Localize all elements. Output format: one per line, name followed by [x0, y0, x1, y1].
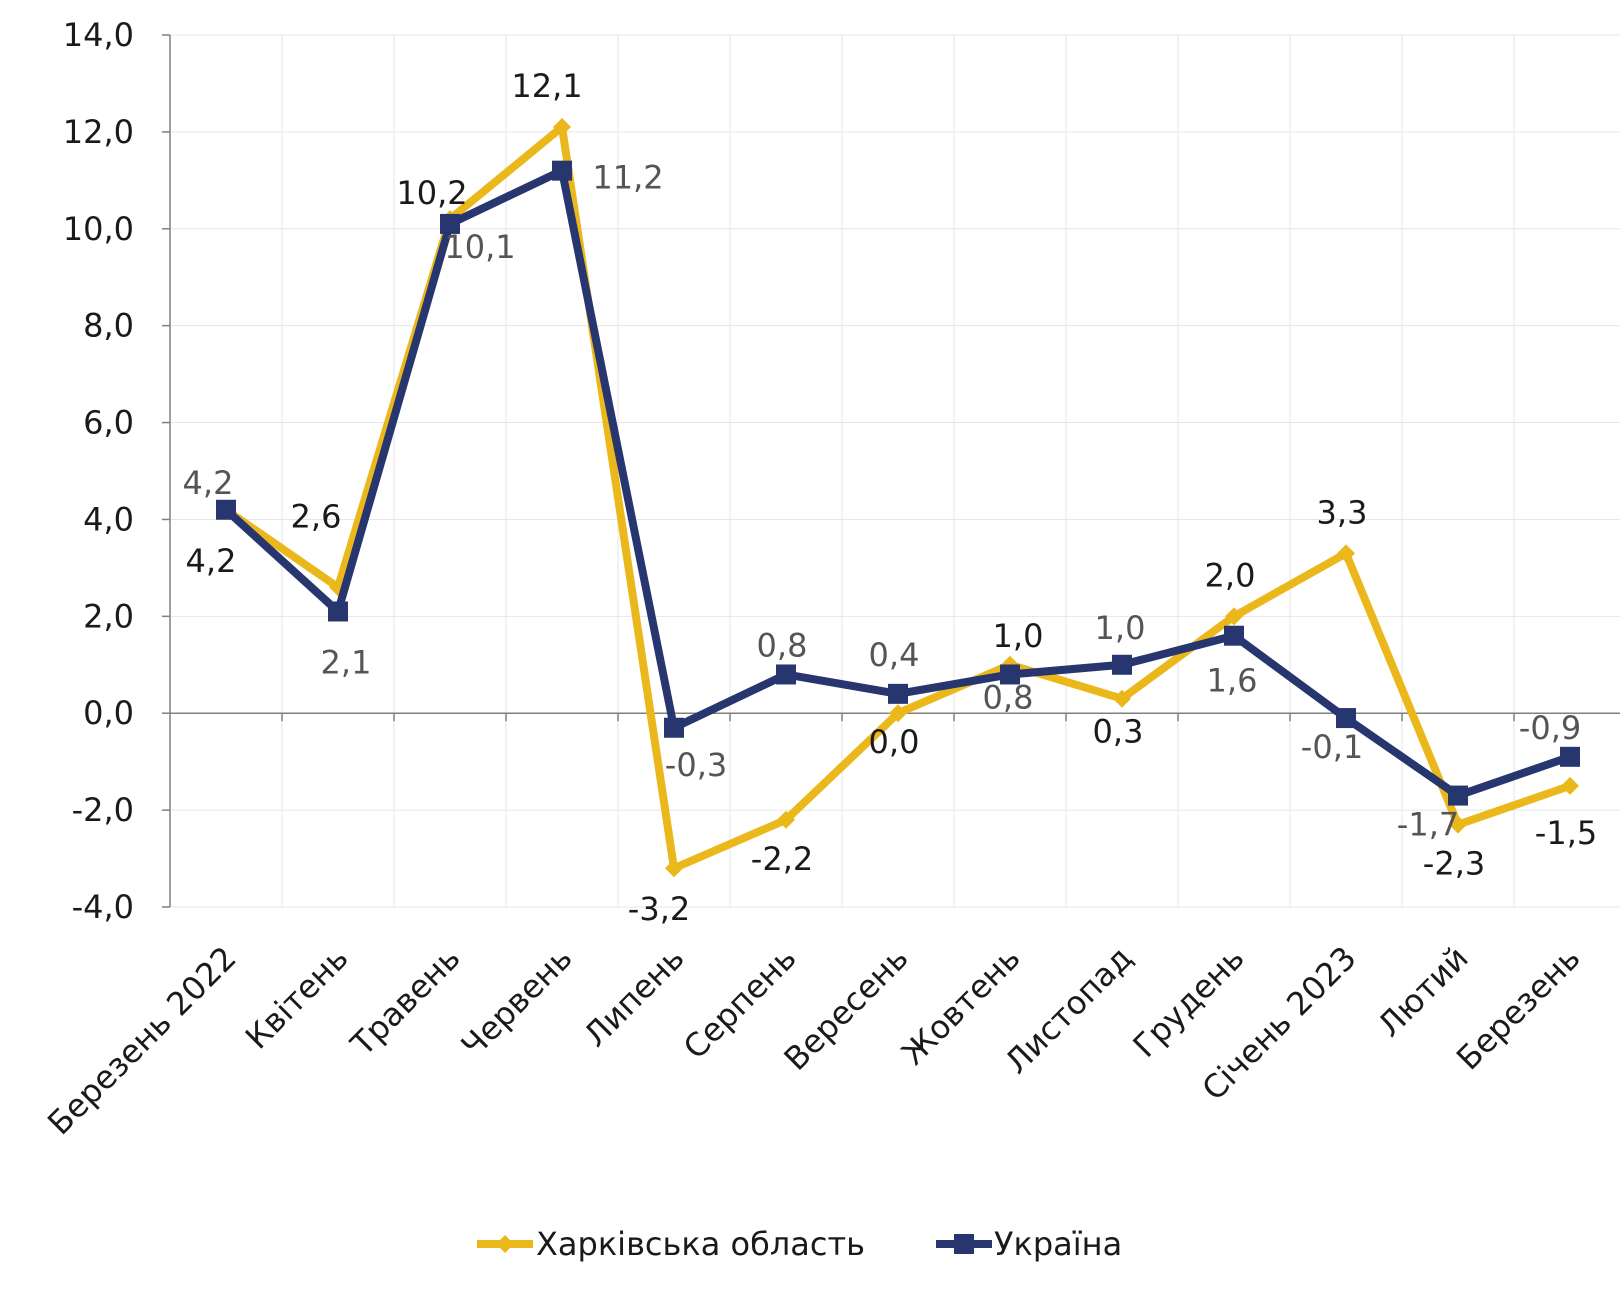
- data-point-marker: [553, 118, 571, 137]
- data-point-marker: [552, 160, 572, 181]
- data-label: 0,4: [869, 636, 920, 674]
- data-point-marker: [328, 601, 348, 622]
- x-tick-label: Березень: [1449, 939, 1588, 1078]
- data-label: 11,2: [592, 159, 663, 197]
- data-point-marker: [1224, 625, 1244, 646]
- axis-layer: -4,0 -2,0 0,0 2,0 4,0 6,0 8,0 10,0 12,0 14,0 Берез…: [40, 16, 1620, 1142]
- data-point-marker: [1448, 785, 1468, 806]
- y-tick-label: 12,0: [63, 113, 134, 151]
- data-point-marker: [1560, 746, 1580, 767]
- data-point-marker: [1561, 776, 1579, 795]
- legend: Харківська область Україна: [477, 1225, 1122, 1263]
- data-point-marker: [776, 664, 796, 685]
- series-layer: [216, 118, 1580, 878]
- data-label: 0,8: [983, 678, 1034, 716]
- data-label: -0,3: [665, 746, 727, 784]
- data-label: 3,3: [1317, 493, 1368, 531]
- data-label: 4,2: [186, 542, 237, 580]
- data-label: 10,2: [396, 174, 467, 212]
- data-label: 1,0: [1095, 609, 1146, 647]
- x-tick-label: Березень 2022: [40, 939, 243, 1142]
- data-label: 1,0: [993, 617, 1044, 655]
- data-label: 12,1: [511, 67, 582, 105]
- y-tick-label: 4,0: [83, 500, 134, 538]
- y-tick-label: 2,0: [83, 597, 134, 635]
- data-label: 10,1: [444, 228, 515, 266]
- data-point-marker: [889, 704, 907, 723]
- data-point-marker: [1449, 815, 1467, 834]
- data-label: 0,0: [869, 723, 920, 761]
- y-tick-label: 10,0: [63, 210, 134, 248]
- data-label: -1,7: [1397, 806, 1459, 844]
- data-label: 2,0: [1205, 556, 1256, 594]
- data-point-marker: [216, 499, 236, 520]
- data-label: 0,3: [1093, 713, 1144, 751]
- legend-label: Харківська область: [536, 1225, 865, 1263]
- y-tick-label: 6,0: [83, 404, 134, 442]
- x-tick-label: Червень: [454, 939, 580, 1065]
- data-point-marker: [777, 810, 795, 829]
- data-point-marker: [1225, 607, 1243, 626]
- x-tick-label: Лютий: [1370, 939, 1476, 1045]
- x-tick-label: Травень: [343, 939, 468, 1064]
- data-label: -0,1: [1301, 728, 1363, 766]
- data-point-marker: [1113, 689, 1131, 708]
- legend-marker-diamond: [496, 1235, 514, 1253]
- data-label: -2,3: [1423, 845, 1485, 883]
- data-label: -0,9: [1519, 709, 1581, 747]
- data-label: -3,2: [628, 890, 690, 928]
- legend-label: Україна: [994, 1225, 1122, 1263]
- data-label: -2,2: [751, 840, 813, 878]
- data-label: -1,5: [1535, 814, 1597, 852]
- data-point-marker: [664, 717, 684, 738]
- data-point-marker: [888, 683, 908, 704]
- data-point-marker: [1337, 544, 1355, 563]
- data-label: 2,1: [321, 643, 372, 681]
- data-label: 2,6: [291, 497, 342, 535]
- y-tick-label: 0,0: [83, 694, 134, 732]
- legend-marker-square: [954, 1234, 974, 1254]
- data-label: 1,6: [1207, 662, 1258, 700]
- data-point-marker: [1112, 654, 1132, 675]
- x-tick-label: Липень: [576, 939, 691, 1054]
- data-label-layer: 4,2 2,6 10,2 12,1 -3,2 -2,2 0,0 1,0 0,3 2,0 3,3 -2,…: [183, 67, 1598, 928]
- data-point-marker: [665, 859, 683, 878]
- data-point-marker: [440, 213, 460, 234]
- y-tick-label: -4,0: [72, 888, 134, 926]
- y-tick-label: 14,0: [63, 16, 134, 54]
- y-tick-label: -2,0: [72, 791, 134, 829]
- data-label: 0,8: [757, 626, 808, 664]
- data-point-marker: [1336, 708, 1356, 729]
- data-point-marker: [1000, 664, 1020, 685]
- y-tick-label: 8,0: [83, 307, 134, 345]
- x-tick-label: Квітень: [238, 939, 356, 1057]
- data-label: 4,2: [183, 464, 234, 502]
- grid-layer: [170, 34, 1620, 908]
